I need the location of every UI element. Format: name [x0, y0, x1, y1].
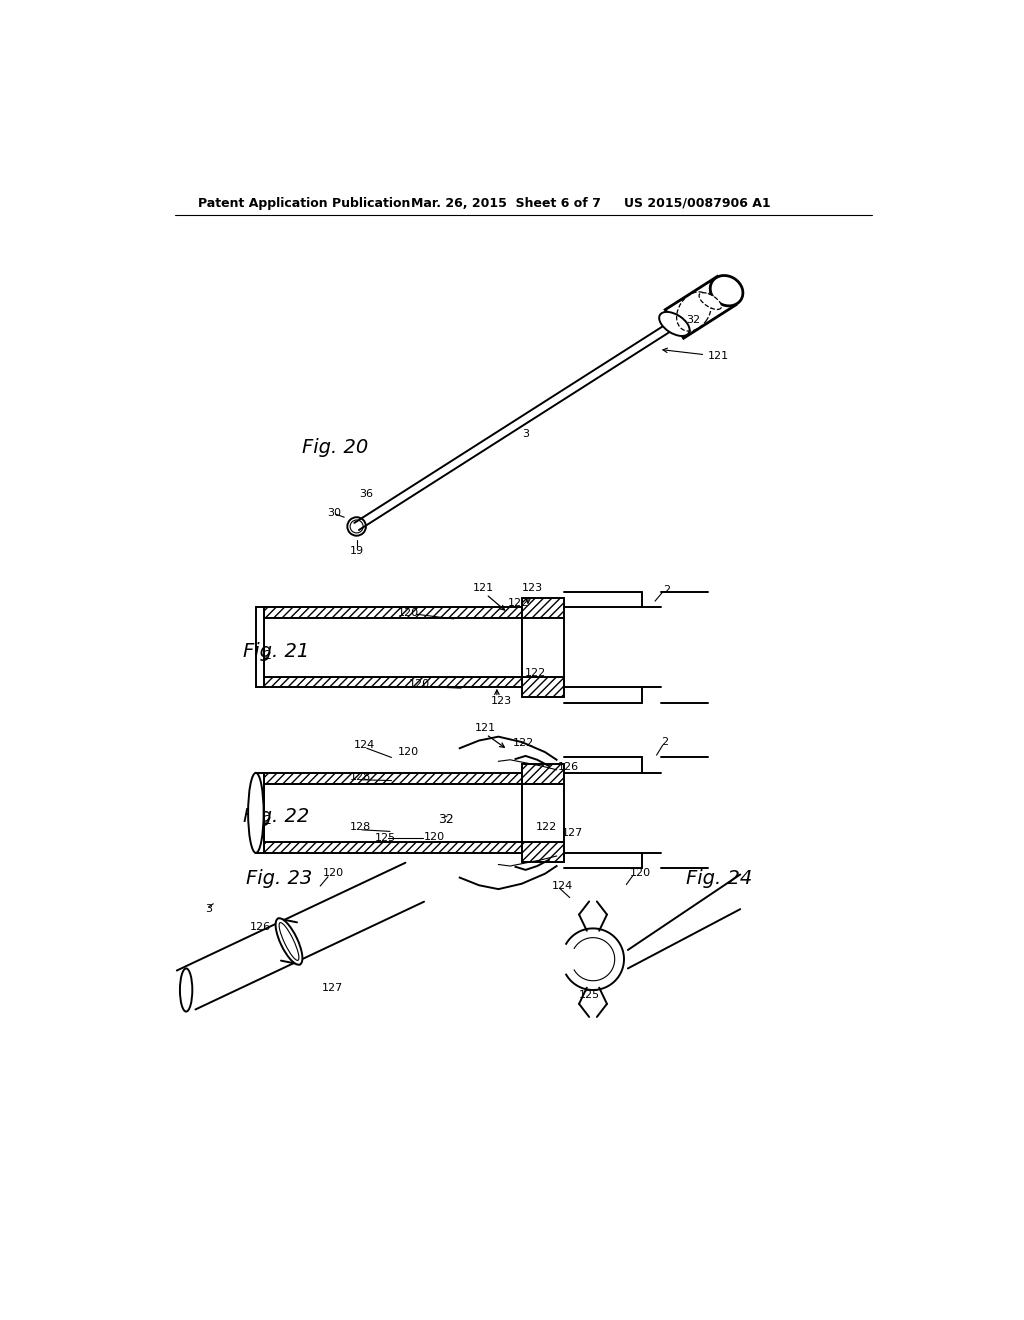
Text: 123: 123 — [490, 696, 512, 706]
Bar — [263, 784, 521, 842]
Text: 2: 2 — [263, 814, 271, 828]
Ellipse shape — [275, 919, 302, 965]
Text: 3: 3 — [521, 429, 528, 440]
Text: US 2015/0087906 A1: US 2015/0087906 A1 — [624, 197, 771, 210]
Text: 19: 19 — [349, 546, 364, 556]
Ellipse shape — [659, 312, 689, 337]
Bar — [521, 763, 564, 784]
Bar — [521, 677, 564, 697]
Text: 120: 120 — [397, 607, 419, 618]
Bar — [263, 774, 521, 784]
Text: 32: 32 — [438, 813, 454, 825]
Bar — [263, 607, 521, 618]
Text: 121: 121 — [473, 583, 494, 593]
Bar — [256, 607, 263, 688]
Ellipse shape — [248, 774, 263, 853]
Text: 120: 120 — [397, 747, 419, 758]
Text: 123: 123 — [521, 583, 543, 593]
Text: Fig. 21: Fig. 21 — [243, 642, 309, 661]
Text: 122: 122 — [524, 668, 546, 677]
Bar — [263, 677, 521, 688]
Text: Patent Application Publication: Patent Application Publication — [198, 197, 411, 210]
Text: 3: 3 — [206, 904, 213, 915]
Ellipse shape — [711, 276, 742, 306]
Text: 125: 125 — [375, 833, 395, 843]
Text: 2: 2 — [662, 737, 669, 747]
Text: 126: 126 — [250, 921, 270, 932]
Bar — [521, 784, 564, 842]
Text: Fig. 24: Fig. 24 — [686, 869, 753, 888]
Text: 122: 122 — [717, 282, 738, 292]
Bar — [521, 618, 564, 677]
Text: 122: 122 — [512, 738, 534, 748]
Text: 126: 126 — [558, 762, 580, 772]
Text: 120: 120 — [410, 680, 430, 689]
Text: 127: 127 — [322, 983, 343, 994]
Text: 120: 120 — [424, 832, 445, 842]
Text: 128: 128 — [349, 822, 371, 832]
Bar — [256, 774, 263, 853]
Ellipse shape — [180, 969, 193, 1011]
Bar — [263, 618, 521, 677]
Text: 124: 124 — [354, 741, 376, 750]
Text: 127: 127 — [562, 828, 584, 838]
Text: 125: 125 — [579, 990, 600, 999]
Bar — [521, 842, 564, 862]
Text: 2: 2 — [263, 648, 271, 661]
Text: Fig. 23: Fig. 23 — [246, 869, 312, 888]
Text: Fig. 20: Fig. 20 — [302, 438, 369, 457]
Text: Mar. 26, 2015  Sheet 6 of 7: Mar. 26, 2015 Sheet 6 of 7 — [411, 197, 601, 210]
Ellipse shape — [699, 293, 722, 309]
Text: 122: 122 — [536, 822, 557, 832]
Text: 124: 124 — [552, 880, 573, 891]
Text: 120: 120 — [324, 869, 344, 878]
Ellipse shape — [280, 923, 299, 961]
Bar — [521, 598, 564, 618]
Text: 2: 2 — [663, 585, 670, 594]
Text: 121: 121 — [475, 723, 497, 733]
Text: 36: 36 — [359, 490, 373, 499]
Bar — [263, 842, 521, 853]
Text: 122: 122 — [508, 598, 529, 609]
Text: 32: 32 — [686, 315, 700, 325]
Text: 30: 30 — [328, 508, 341, 517]
Text: 121: 121 — [708, 351, 729, 362]
Text: 120: 120 — [630, 869, 651, 878]
Text: 128: 128 — [349, 772, 371, 781]
Text: Fig. 22: Fig. 22 — [243, 808, 309, 826]
